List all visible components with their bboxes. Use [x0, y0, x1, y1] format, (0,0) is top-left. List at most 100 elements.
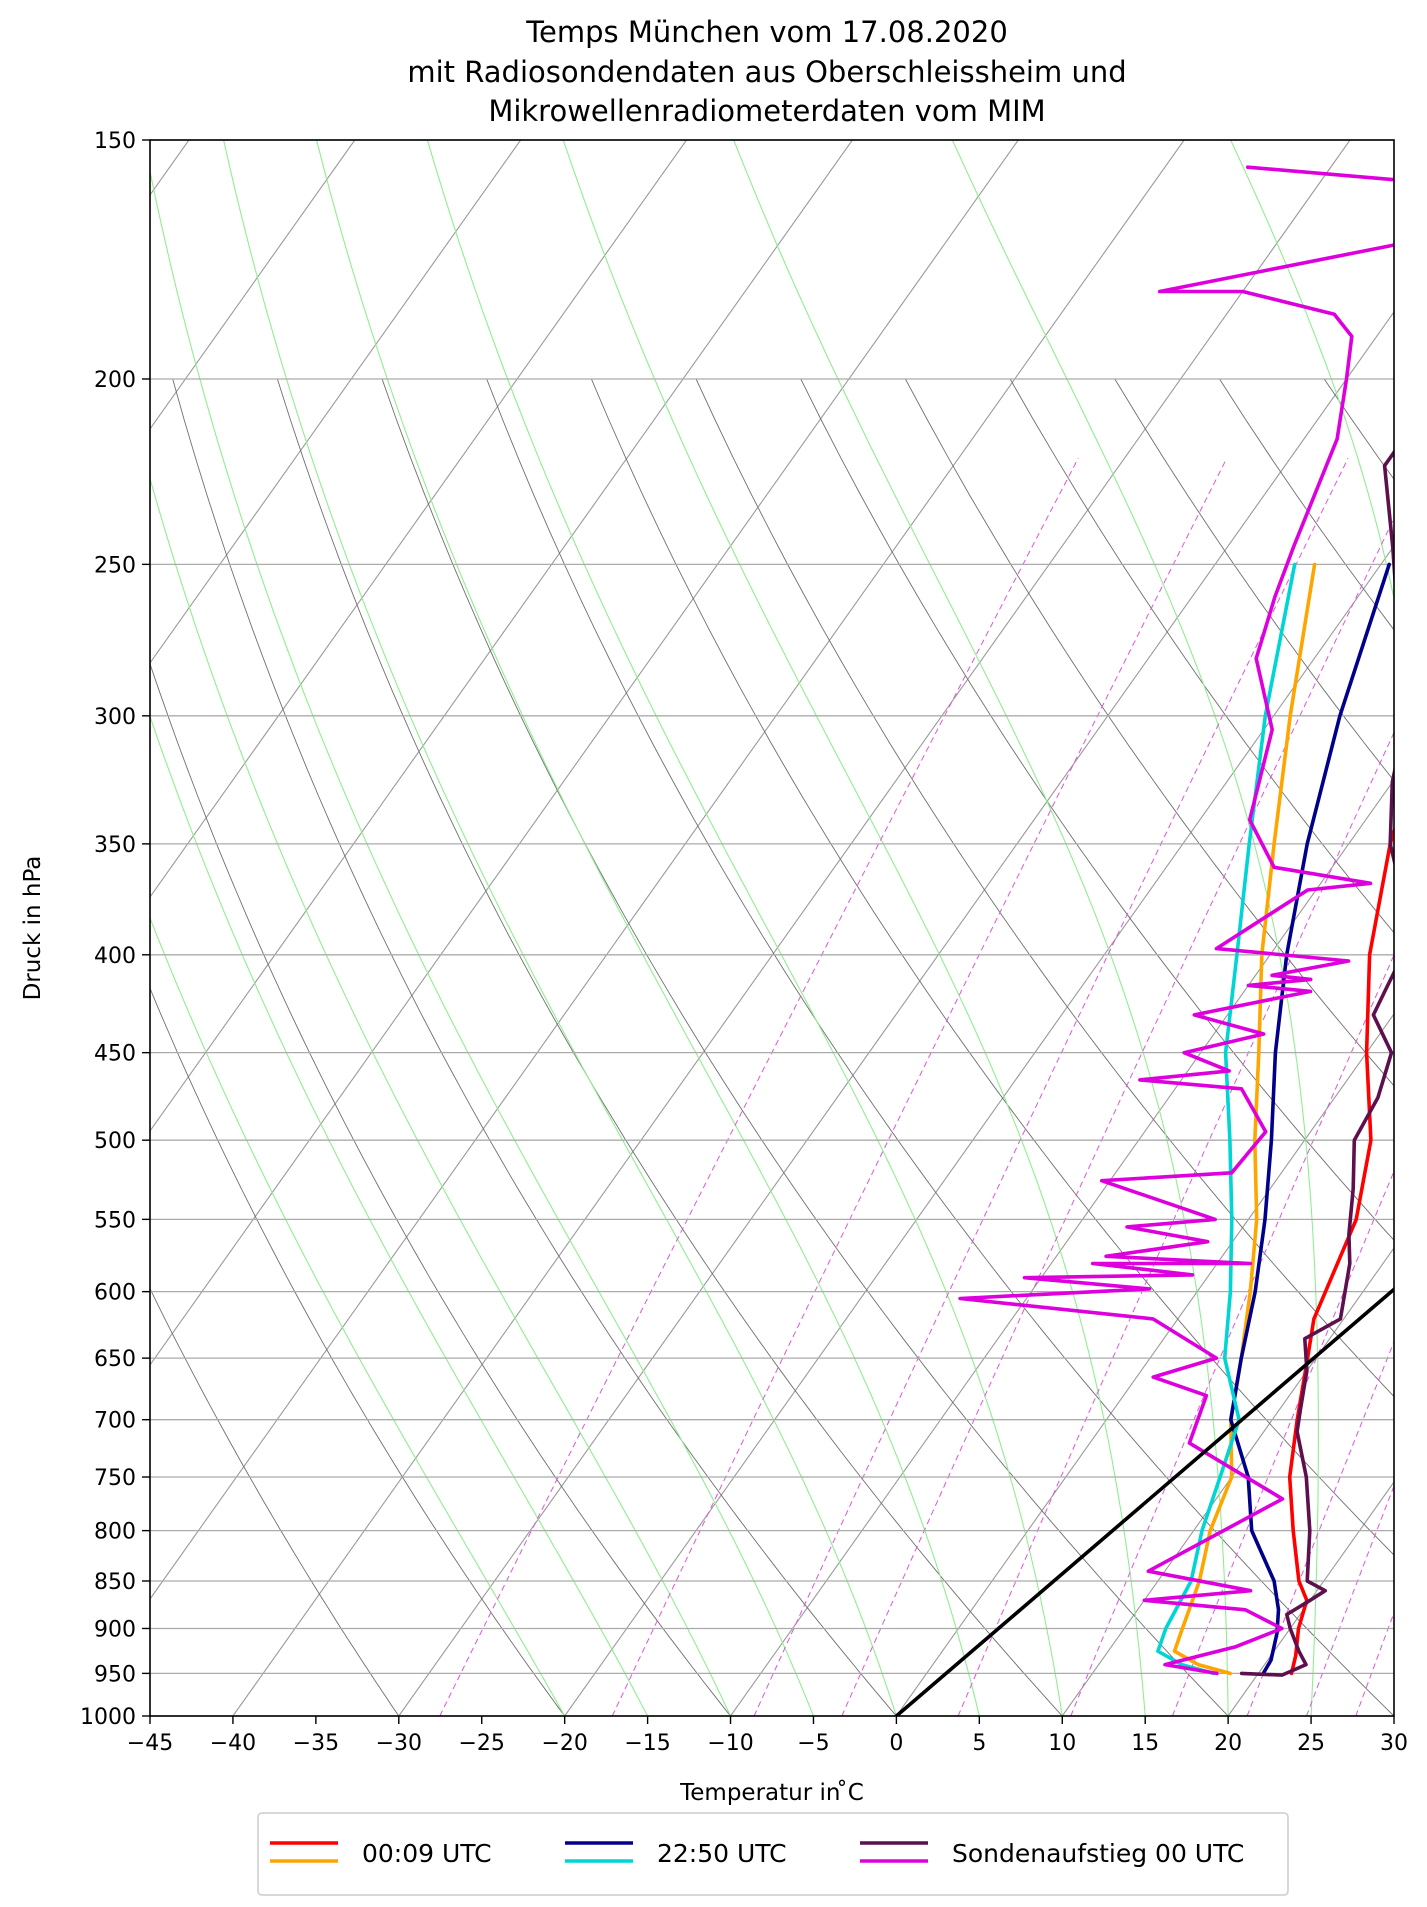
moist-adiabat-line [150, 476, 732, 1716]
isotherm-line [150, 140, 1019, 1366]
x-tick-label: −45 [127, 1731, 173, 1756]
dry-adiabat-line [172, 378, 897, 1716]
x-tick-label: −30 [376, 1731, 422, 1756]
mixing-ratio-line [957, 731, 1394, 1716]
dry-adiabat-line [381, 378, 1229, 1716]
series-line-3 [1156, 562, 1297, 1676]
dry-adiabat-line [905, 378, 1394, 1087]
mixing-ratio-line [439, 457, 1079, 1716]
y-tick-label: 500 [94, 1129, 136, 1154]
moist-adiabat-line [1230, 140, 1394, 1716]
y-tick-label: 300 [94, 705, 136, 730]
moist-adiabat-line [223, 140, 897, 1716]
isotherm-line [150, 140, 356, 430]
series-line-4 [1239, 449, 1394, 1677]
moist-adiabat-line [426, 140, 1063, 1716]
dry-adiabat-line [590, 378, 1394, 1556]
isotherm-line [1061, 1247, 1394, 1716]
x-tick-label: 30 [1380, 1731, 1408, 1756]
mixing-ratio-line [1246, 1340, 1394, 1716]
y-tick-label: 850 [94, 1570, 136, 1595]
y-tick-label: 350 [94, 833, 136, 858]
x-tick-label: 20 [1214, 1731, 1242, 1756]
x-axis-ticks: −45 −40 −35 −30 −25 −20 −15 −10 −5 0 5 10 15 20 25 30 [127, 1716, 1408, 1756]
y-tick-label: 750 [94, 1466, 136, 1491]
isotherm-line [232, 140, 1351, 1716]
x-tick-label: 0 [889, 1731, 903, 1756]
legend-label-2: Sondenaufstieg 00 UTC [952, 1839, 1244, 1868]
moist-adiabat-line [951, 140, 1319, 1716]
chart-title: Temps München vom 17.08.2020 mit Radioso… [407, 15, 1126, 128]
y-tick-label: 600 [94, 1281, 136, 1306]
isotherm-line [730, 779, 1394, 1716]
y-tick-label: 900 [94, 1617, 136, 1642]
y-tick-label: 150 [94, 129, 136, 154]
y-tick-label: 400 [94, 944, 136, 969]
moist-adiabat-line [733, 140, 1229, 1716]
plot-frame [149, 139, 1395, 1717]
legend-label-0: 00:09 UTC [362, 1839, 492, 1868]
series-line-6 [894, 1286, 1394, 1716]
series-line-0 [1287, 826, 1394, 1676]
x-tick-label: −35 [293, 1731, 339, 1756]
y-tick-label: 450 [94, 1042, 136, 1067]
x-tick-label: 25 [1297, 1731, 1325, 1756]
mixing-ratio-line [841, 517, 1394, 1716]
isotherm-line [1393, 1715, 1394, 1716]
isotherm-line [895, 1013, 1394, 1716]
moist-adiabat-line [150, 714, 649, 1716]
mixing-ratio-line [1306, 1484, 1394, 1716]
isotherm-line [398, 310, 1394, 1716]
dry-adiabat-line [276, 378, 1063, 1716]
x-tick-label: −15 [624, 1731, 670, 1756]
x-tick-label: −10 [707, 1731, 753, 1756]
x-tick-label: −40 [210, 1731, 256, 1756]
moist-adiabat-line [150, 916, 566, 1716]
isotherm-line [564, 545, 1394, 1716]
title-line-1: Temps München vom 17.08.2020 [525, 15, 1008, 49]
y-tick-label: 650 [94, 1347, 136, 1372]
x-tick-label: 15 [1131, 1731, 1159, 1756]
moist-adiabat-line [150, 168, 815, 1716]
x-tick-label: −20 [541, 1731, 587, 1756]
dry-adiabat-line [150, 662, 731, 1716]
mixing-ratio-line [1398, 458, 1427, 1716]
data-series [894, 165, 1394, 1716]
dry-adiabat-line [800, 378, 1394, 1241]
series-line-1 [1172, 562, 1317, 1676]
legend-label-1: 22:50 UTC [657, 1839, 787, 1868]
legend: 00:09 UTC 22:50 UTC Sondenaufstieg 00 UT… [257, 1812, 1289, 1896]
mixing-ratio-line [1070, 953, 1394, 1716]
x-tick-label: 5 [972, 1731, 986, 1756]
legend-box [257, 1812, 1289, 1896]
y-axis-ticks: 150 200 250 300 350 400 450 500 550 600 650 700 750 8… [80, 129, 150, 1730]
y-tick-label: 200 [94, 368, 136, 393]
y-tick-label: 1000 [80, 1705, 136, 1730]
mixing-ratio-line [611, 457, 1228, 1716]
y-tick-label: 550 [94, 1208, 136, 1233]
dry-adiabat-line [150, 1287, 400, 1716]
pressure-grid [150, 139, 1394, 1717]
x-tick-label: 10 [1048, 1731, 1076, 1756]
series-line-5 [958, 165, 1394, 1676]
x-tick-label: −25 [459, 1731, 505, 1756]
isotherm-line [150, 140, 1185, 1600]
x-axis-label: Temperatur in ̊C [679, 1779, 864, 1806]
isotherm-line [150, 140, 687, 898]
dry-adiabat-line [1323, 378, 1394, 480]
x-tick-label: −5 [797, 1731, 829, 1756]
title-line-3: Mikrowellenradiometerdaten vom MIM [488, 94, 1045, 128]
series-line-2 [1229, 562, 1391, 1676]
isotherm-line [150, 140, 522, 664]
dry-adiabat-line [1009, 378, 1394, 934]
y-tick-label: 250 [94, 553, 136, 578]
y-tick-label: 800 [94, 1520, 136, 1545]
mixing-ratio-line [1171, 1170, 1394, 1716]
isotherm-line [150, 140, 853, 1132]
y-tick-label: 950 [94, 1662, 136, 1687]
moist-adiabat-line [315, 140, 980, 1716]
moist-adiabat-line [562, 140, 1146, 1716]
y-axis-label: Druck in hPa [20, 856, 46, 1001]
background-reference-lines [150, 140, 1427, 1716]
